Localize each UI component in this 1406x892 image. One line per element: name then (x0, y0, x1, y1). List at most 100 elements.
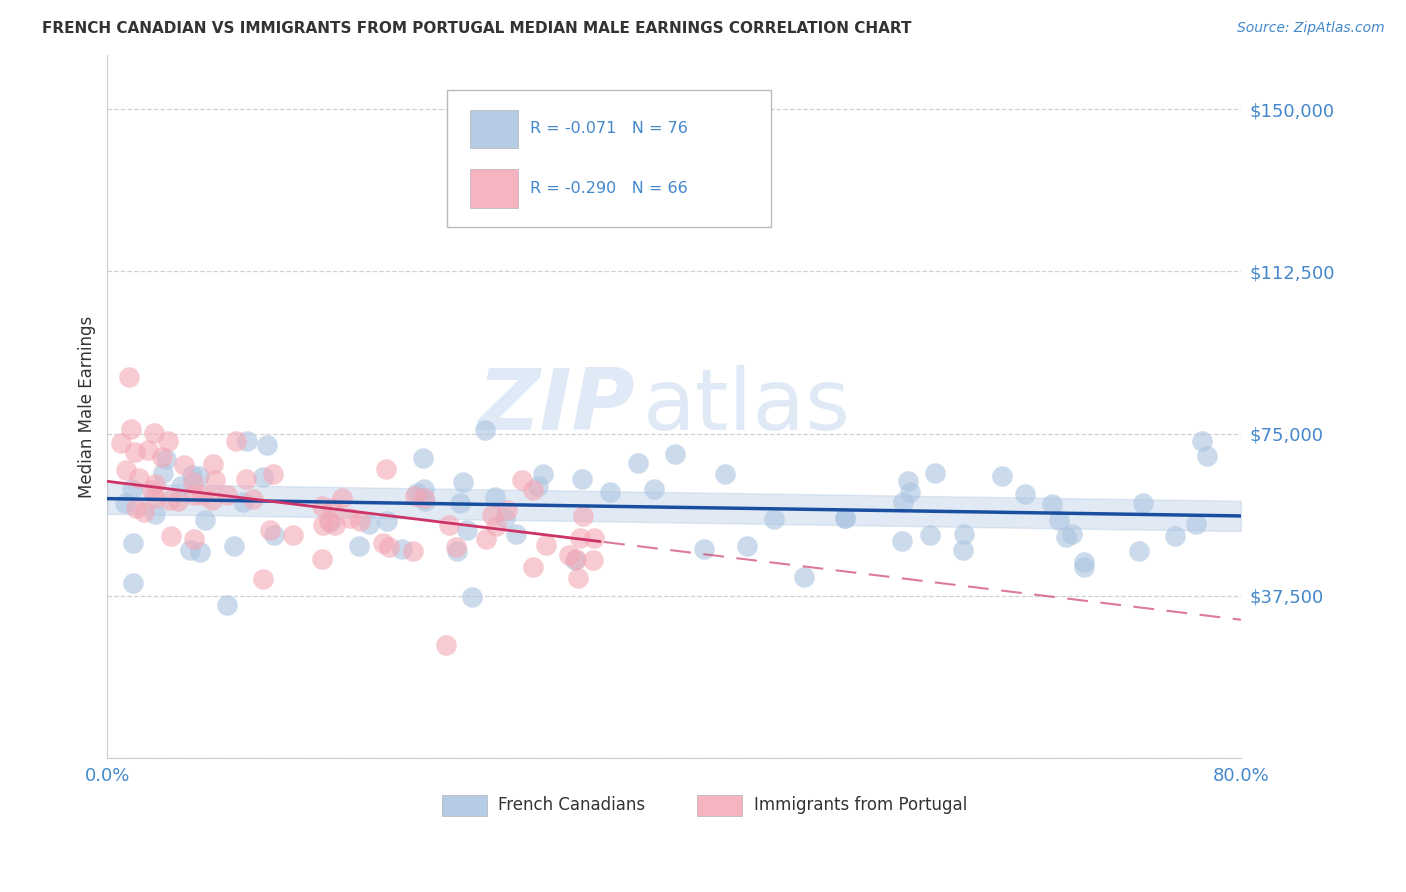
Point (534, 538, 557, 552)
Point (181, 468, 204, 483)
Point (256, 438, 278, 452)
Point (170, 479, 193, 493)
Point (259, 523, 281, 537)
Point (522, 559, 544, 574)
Point (412, 491, 434, 505)
Text: R = -0.071   N = 76: R = -0.071 N = 76 (530, 121, 688, 136)
Point (404, 489, 426, 503)
Point (412, 451, 434, 466)
Y-axis label: Median Male Earnings: Median Male Earnings (79, 316, 96, 498)
Point (484, 519, 506, 533)
Point (406, 485, 429, 500)
Point (236, 434, 259, 449)
Point (571, 472, 593, 486)
Point (896, 475, 918, 489)
Point (143, 507, 166, 521)
Point (1197, 449, 1219, 463)
Point (188, 544, 211, 558)
Point (522, 483, 544, 497)
Point (225, 434, 247, 449)
Point (481, 508, 503, 522)
Point (793, 569, 815, 583)
Point (714, 467, 737, 482)
Point (347, 539, 370, 553)
Point (152, 450, 174, 465)
Point (122, 536, 145, 550)
Point (474, 423, 496, 437)
Point (952, 542, 974, 557)
Point (173, 458, 195, 473)
Point (496, 502, 519, 516)
Point (143, 477, 166, 491)
Point (141, 483, 163, 498)
Text: atlas: atlas (643, 365, 851, 448)
Point (160, 529, 183, 543)
Point (924, 466, 946, 480)
Point (1073, 555, 1095, 569)
Point (565, 551, 588, 566)
Point (953, 526, 976, 541)
Point (110, 436, 132, 450)
Text: ZIP: ZIP (477, 365, 634, 448)
Point (375, 514, 398, 528)
Point (475, 532, 498, 546)
Point (439, 518, 461, 533)
Point (357, 516, 380, 531)
Point (375, 462, 398, 476)
Point (166, 494, 188, 508)
Point (692, 542, 714, 557)
Point (201, 457, 224, 471)
Point (391, 541, 413, 556)
Point (990, 469, 1012, 483)
Point (159, 493, 181, 508)
Point (1047, 513, 1070, 527)
Point (571, 508, 593, 523)
Point (318, 514, 340, 528)
Text: Source: ZipAtlas.com: Source: ZipAtlas.com (1237, 21, 1385, 35)
Point (121, 576, 143, 591)
Point (891, 534, 914, 549)
Point (204, 473, 226, 487)
Point (262, 467, 284, 481)
Point (527, 479, 550, 493)
Point (155, 452, 177, 467)
Point (1073, 559, 1095, 574)
Point (114, 463, 136, 477)
Point (136, 442, 159, 457)
Point (529, 176, 551, 190)
Point (321, 500, 343, 515)
FancyBboxPatch shape (441, 795, 486, 816)
Point (569, 531, 592, 545)
Point (446, 540, 468, 554)
Point (311, 499, 333, 513)
Point (183, 533, 205, 547)
Point (834, 510, 856, 524)
Point (1014, 486, 1036, 500)
Point (224, 539, 246, 553)
Point (179, 543, 201, 558)
Point (643, 483, 665, 497)
Point (449, 495, 471, 509)
Point (373, 536, 395, 550)
Point (121, 422, 143, 436)
Point (893, 495, 915, 509)
Point (188, 468, 211, 483)
Point (413, 494, 436, 508)
Point (918, 528, 941, 542)
Point (1054, 530, 1077, 544)
Point (114, 496, 136, 510)
Text: French Canadians: French Canadians (499, 797, 645, 814)
Point (117, 370, 139, 384)
Point (898, 485, 921, 500)
Text: R = -0.290   N = 66: R = -0.290 N = 66 (530, 181, 688, 196)
Point (121, 482, 143, 496)
Point (494, 511, 516, 525)
Point (194, 513, 217, 527)
FancyBboxPatch shape (470, 110, 517, 148)
Point (125, 500, 148, 515)
Point (627, 457, 650, 471)
Text: Immigrants from Portugal: Immigrants from Portugal (754, 797, 967, 814)
FancyBboxPatch shape (447, 90, 770, 227)
Point (242, 492, 264, 507)
Point (232, 495, 254, 509)
